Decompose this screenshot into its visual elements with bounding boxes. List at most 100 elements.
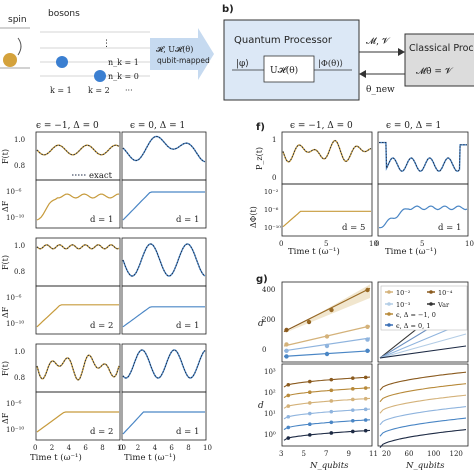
data-point <box>351 408 355 412</box>
y-tick-label: 10¹ <box>264 410 276 418</box>
log-fit-curve <box>379 417 467 437</box>
classical-processor-box <box>404 33 474 87</box>
data-point <box>363 396 368 401</box>
error-tick: 10⁻⁶ <box>6 188 22 196</box>
data-point <box>324 351 330 357</box>
x-tick-label: 100 <box>427 450 440 458</box>
x-tick-label: 6 <box>169 444 174 452</box>
x-axis-label: N_qubits <box>309 461 349 471</box>
legend-marker <box>429 290 433 294</box>
panel-e-col2-title: ϵ = 0, Δ = 1 <box>130 121 185 131</box>
fit-line <box>379 333 467 359</box>
legend-marker <box>387 323 391 327</box>
legend-label: 10⁻³ <box>396 301 411 309</box>
fit-line <box>283 287 371 333</box>
data-point <box>351 387 355 391</box>
x-tick-label: 5 <box>324 240 328 248</box>
x-tick-label: 4 <box>67 444 72 452</box>
y-tick-label: 200 <box>262 316 275 324</box>
unitary-gate <box>263 55 315 83</box>
exact-curve <box>122 243 206 277</box>
x-tick-label: 0 <box>119 444 123 452</box>
depth-label: d = 2 <box>90 427 113 437</box>
data-point <box>329 409 334 414</box>
panel-f-letter: f) <box>256 122 265 133</box>
fidelity-tick: 0.8 <box>14 268 25 276</box>
fidelity-curve <box>122 349 206 379</box>
error-ylabel: ΔF <box>1 306 10 318</box>
fit-line <box>379 345 467 359</box>
data-point <box>286 425 291 430</box>
exact-curve <box>379 142 467 172</box>
phi-error-curve <box>282 210 371 228</box>
data-point <box>286 393 291 398</box>
quantum-processor-title: Quantum Processor <box>234 35 333 46</box>
exact-curve <box>122 135 206 163</box>
data-point <box>286 404 291 408</box>
data-point <box>351 429 355 434</box>
x-tick-label: 7 <box>324 450 328 458</box>
pz-ylabel: P_z(t) <box>255 147 264 170</box>
fidelity-tick: 1.0 <box>14 136 25 144</box>
log-fit-curve <box>379 429 467 448</box>
data-point <box>308 390 312 395</box>
log-fit-curve <box>379 406 467 426</box>
legend-label: 10⁻² <box>396 289 411 297</box>
exact-curve <box>36 244 120 250</box>
phi-out: |Φ(θ)⟩ <box>318 58 343 69</box>
depth-label: d = 5 <box>342 223 365 233</box>
legend-label: Var <box>437 301 450 309</box>
data-point <box>365 287 370 293</box>
data-point <box>365 337 370 342</box>
fidelity-ylabel: F(t) <box>1 149 10 164</box>
y-axis-label: d <box>258 401 264 411</box>
data-point <box>363 428 368 433</box>
fidelity-tick: 1.0 <box>14 242 25 250</box>
panel-f-xlabel-left: Time t (ω⁻¹) <box>288 246 340 257</box>
data-point <box>284 327 289 333</box>
boson-particle-icon <box>94 70 106 82</box>
panel-e-col1-title: ϵ = −1, Δ = 0 <box>36 121 99 131</box>
pz-tick: 0 <box>272 174 276 182</box>
confidence-band <box>284 284 370 334</box>
quantum-processor-box <box>223 19 360 101</box>
log-fit-curve <box>283 419 371 431</box>
depth-log-axes <box>281 363 373 447</box>
fidelity-axes <box>121 237 207 287</box>
legend-label: ϵ, Δ = 0, 1 <box>396 322 430 330</box>
depth-label: d = 1 <box>90 215 113 225</box>
log-fit-curve <box>379 394 467 414</box>
data-point <box>284 354 289 359</box>
y-tick-label: 10⁰ <box>264 431 276 439</box>
pz-curve <box>282 139 372 163</box>
data-point <box>324 343 330 349</box>
fidelity-ylabel: F(t) <box>1 255 10 270</box>
log-fit-curve <box>379 383 467 403</box>
error-tick: 10⁻⁶ <box>6 294 22 302</box>
x-tick-label: 10 <box>203 444 212 452</box>
fidelity-tick: 1.0 <box>14 348 25 356</box>
error-tick: 10⁻¹⁰ <box>6 426 24 434</box>
data-point <box>308 433 312 437</box>
x-tick-label: 4 <box>153 444 158 452</box>
vdots-glyph: ⋮ <box>102 39 111 49</box>
data-point <box>329 431 334 435</box>
legend-box <box>380 285 468 331</box>
exact-curve <box>36 354 120 381</box>
spin-label: spin <box>8 15 27 25</box>
n0-label: n_k = 0 <box>108 72 139 81</box>
data-point <box>351 397 355 402</box>
x-tick-label: 11 <box>369 450 378 458</box>
x-tick-label: 9 <box>347 450 351 458</box>
depth-label: d = 1 <box>176 215 199 225</box>
error-tick: 10⁻¹⁰ <box>6 214 24 222</box>
x-tick-label: 0 <box>279 240 283 248</box>
log-fit-curve <box>379 371 467 391</box>
panel-f-col2-title: ϵ = 0, Δ = 1 <box>386 121 441 131</box>
error-tick: 10⁻⁶ <box>264 206 279 214</box>
mapping-label-1: 𝓗, U𝓗(θ) <box>156 45 193 54</box>
arrow-head-icon <box>359 70 366 78</box>
error-axes <box>121 179 207 229</box>
data-point <box>329 388 334 393</box>
pz-curve <box>379 141 467 172</box>
